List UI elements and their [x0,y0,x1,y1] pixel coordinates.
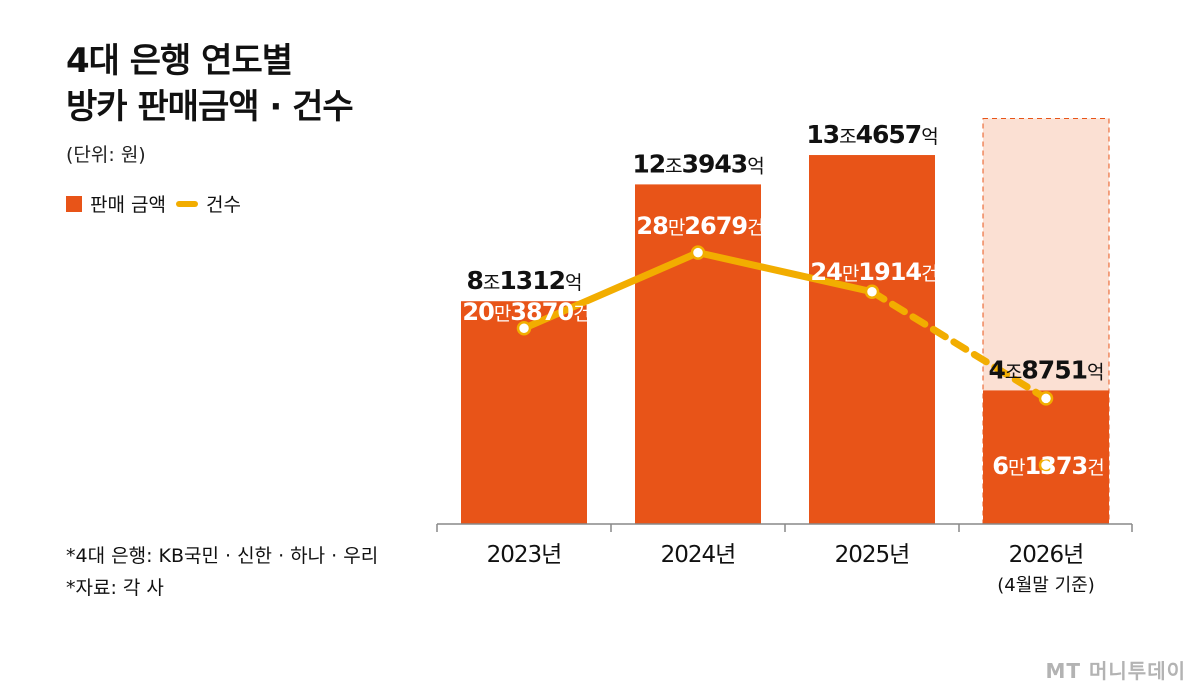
bar-value-label-3-part-4: 억 [921,126,937,148]
bar-value-label-4-part-4: 억 [1087,361,1103,383]
footnotes: *4대 은행: KB국민 · 신한 · 하나 · 우리 *자료: 각 사 [66,540,378,604]
line-value-label-1-part-4: 건 [573,303,589,325]
legend-bar-swatch [66,195,82,212]
x-tick-note-4: (4월말 기준) [997,575,1094,596]
x-tick-label-2: 2024년 [661,542,736,568]
bar-value-label-2-part-1: 12 [632,149,665,178]
bar-value-label-1: 8조1312억 [467,266,582,295]
bar-4 [983,390,1109,524]
bar-value-label-1-part-2: 조 [483,272,500,294]
line-value-label-2-part-2: 만 [668,217,685,239]
x-tick-label-4: 2026년 [1009,542,1084,568]
line-value-label-3-part-1: 24 [810,258,842,286]
legend-line-label: 건수 [205,194,241,216]
bar-value-label-4-part-1: 4 [989,355,1006,384]
bar-value-label-3: 13조4657억 [806,120,937,149]
line-point-2 [690,245,706,260]
line-value-label-2: 28만2679건 [636,212,763,240]
line-value-label-2-part-3: 2679 [684,212,747,240]
line-value-label-1-part-3: 3870 [510,298,573,326]
bar-value-label-4-part-2: 조 [1005,361,1022,383]
legend: 판매 금액 건수 [66,190,241,217]
line-point-1 [516,321,532,336]
line-value-label-4-part-3: 1373 [1024,452,1087,480]
bar-1 [461,301,587,524]
legend-line-swatch [175,200,198,207]
line-value-label-4: 6만1373건 [992,452,1103,480]
line-value-label-3-part-2: 만 [842,263,859,285]
line-value-label-2-part-1: 28 [636,212,668,240]
bar-value-label-1-part-3: 1312 [499,266,565,295]
bar-value-label-2-part-3: 3943 [682,149,748,178]
line-value-label-3-part-3: 1914 [858,258,921,286]
chart-title-line-2: 방카 판매금액 · 건수 [66,87,354,127]
line-point-4 [1038,457,1054,473]
line-value-label-4-part-4: 건 [1087,457,1103,479]
bar-value-label-2: 12조3943억 [632,149,763,178]
bar-value-label-1-part-4: 억 [565,272,581,294]
bar-3 [809,155,935,524]
x-tick-label-1: 2023년 [487,542,562,568]
bar-value-label-2-part-4: 억 [747,155,763,177]
unit-label: (단위: 원) [66,144,146,166]
footnote-banks: *4대 은행: KB국민 · 신한 · 하나 · 우리 [66,545,379,567]
line-value-label-1-part-1: 20 [462,298,494,326]
bar-2 [635,184,761,524]
chart-title: 4대 은행 연도별 방카 판매금액 · 건수 [66,38,354,130]
chart-title-line-1: 4대 은행 연도별 [66,41,293,81]
brand-watermark: MT 머니투데이 [1045,659,1186,683]
bar-value-label-3-part-2: 조 [839,126,856,148]
line-point-dashed-end [1038,391,1054,406]
line-value-label-1: 20만3870건 [462,298,589,326]
x-tick-label-3: 2025년 [835,542,910,568]
bar-value-label-4-part-3: 8751 [1021,355,1087,384]
line-point-3 [864,284,880,300]
line-value-label-1-part-2: 만 [494,303,511,325]
legend-bar-label: 판매 금액 [90,194,166,216]
line-value-label-4-part-1: 6 [992,452,1008,480]
bar-value-label-3-part-1: 13 [806,120,839,149]
line-value-label-3: 24만1914건 [810,258,937,286]
line-value-label-3-part-4: 건 [921,263,937,285]
line-value-label-4-part-2: 만 [1008,457,1025,479]
footnote-source: *자료: 각 사 [66,577,164,599]
bar-value-label-4: 4조8751억 [989,355,1104,384]
bar-value-label-2-part-2: 조 [665,155,682,177]
bar-value-label-3-part-3: 4657 [856,120,922,149]
bar-value-label-1-part-1: 8 [467,266,483,295]
line-series-dashed [868,288,1050,402]
line-value-label-2-part-4: 건 [747,217,763,239]
